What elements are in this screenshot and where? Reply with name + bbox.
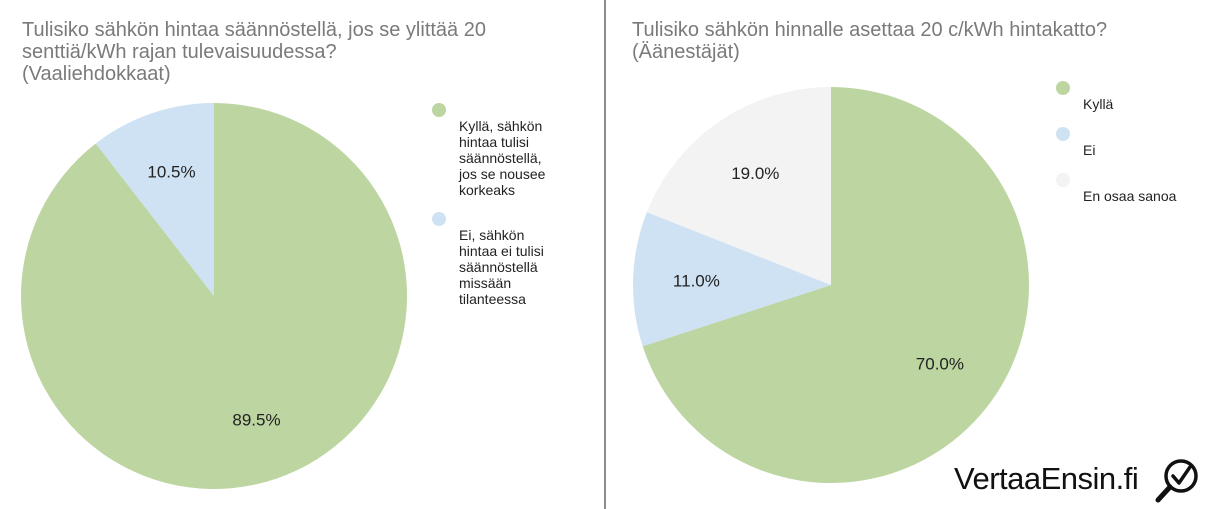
slice-value-label-yes: 70.0% <box>916 355 964 374</box>
chart-legend: Kyllä Ei En osaa sanoa <box>1056 80 1206 218</box>
legend-item-dont-know: En osaa sanoa <box>1056 172 1206 204</box>
pie-slice-dont-know <box>646 87 831 285</box>
chart-title: Tulisiko sähkön hintaa säännöstellä, jos… <box>22 19 486 85</box>
legend-swatch-no <box>432 212 446 226</box>
legend-swatch-no <box>1056 127 1070 141</box>
slice-value-label-no: 11.0% <box>673 271 720 290</box>
legend-label: Kyllä, sähkön hintaa tulisi säännöstellä… <box>459 118 546 198</box>
legend-label: Ei <box>1083 142 1096 158</box>
slice-value-label-dont-know: 19.0% <box>731 164 779 183</box>
brand-logo: VertaaEnsin.fi <box>954 456 1204 506</box>
chart-panel-voters: Tulisiko sähkön hinnalle asettaa 20 c/kW… <box>606 0 1209 509</box>
chart-title: Tulisiko sähkön hinnalle asettaa 20 c/kW… <box>632 19 1108 63</box>
slice-value-label-no: 10.5% <box>147 162 195 181</box>
legend-swatch-dont-know <box>1056 173 1070 187</box>
legend-label: Ei, sähkön hintaa ei tulisi säännöstellä… <box>459 227 544 307</box>
chart-panel-candidates: Tulisiko sähkön hintaa säännöstellä, jos… <box>0 0 604 509</box>
legend-swatch-yes <box>432 103 446 117</box>
slice-value-label-yes: 89.5% <box>232 411 280 430</box>
legend-item-yes: Kyllä, sähkön hintaa tulisi säännöstellä… <box>432 102 582 198</box>
legend-label: En osaa sanoa <box>1083 188 1177 204</box>
pie-slice-yes <box>642 87 1029 484</box>
magnifier-check-icon <box>1155 459 1198 503</box>
pie-chart-candidates: 89.5% 10.5% <box>21 103 408 489</box>
legend-item-yes: Kyllä <box>1056 80 1206 112</box>
pie-chart-voters: 70.0% 11.0% 19.0% <box>632 87 1029 484</box>
legend-item-no: Ei <box>1056 126 1206 158</box>
legend-label: Kyllä <box>1083 96 1114 112</box>
chart-legend: Kyllä, sähkön hintaa tulisi säännöstellä… <box>432 102 582 320</box>
legend-item-no: Ei, sähkön hintaa ei tulisi säännöstellä… <box>432 211 582 307</box>
panel-divider <box>604 0 606 509</box>
pie-slice-yes <box>21 103 408 489</box>
brand-name: VertaaEnsin.fi <box>954 461 1139 496</box>
legend-swatch-yes <box>1056 81 1070 95</box>
pie-slice-no <box>95 103 214 296</box>
pie-slice-no <box>632 212 831 347</box>
